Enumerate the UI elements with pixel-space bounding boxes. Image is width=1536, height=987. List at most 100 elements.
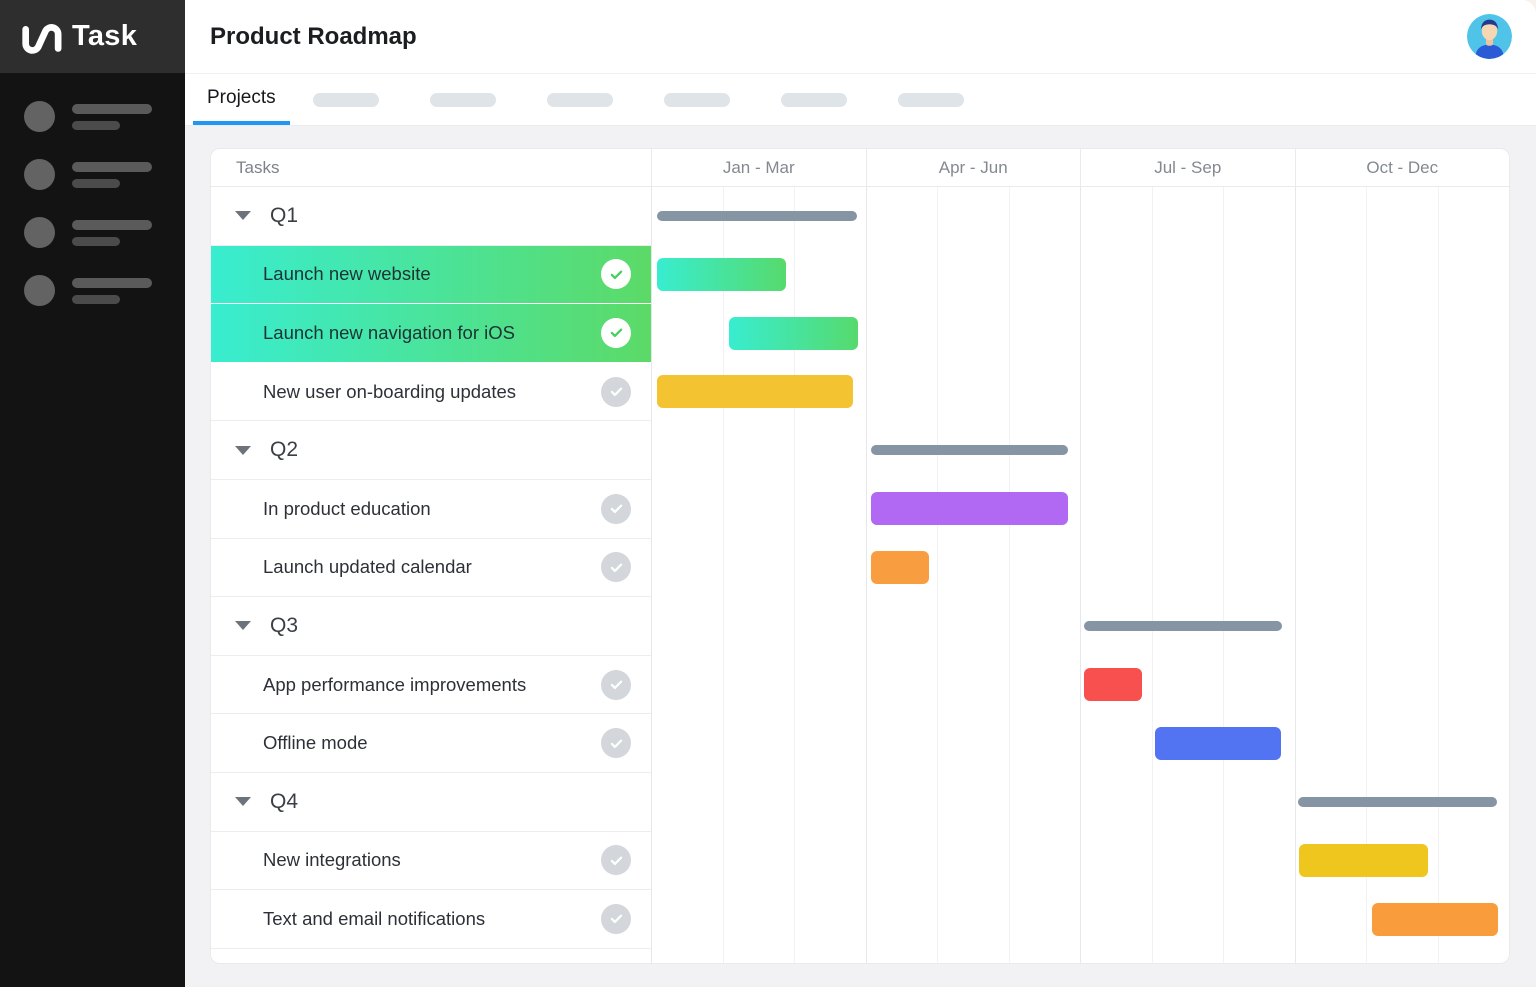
task-label: New user on-boarding updates bbox=[263, 380, 516, 402]
check-incomplete-icon[interactable] bbox=[601, 903, 631, 934]
task-row[interactable]: Launch updated calendar bbox=[211, 538, 1509, 598]
gantt-bar[interactable] bbox=[1084, 668, 1142, 702]
gantt-bar[interactable] bbox=[1372, 902, 1498, 936]
month-gridlines bbox=[651, 187, 1509, 963]
logo[interactable]: Task bbox=[0, 0, 185, 73]
row-label-cell[interactable]: Q4 bbox=[211, 772, 651, 832]
task-row[interactable]: New user on-boarding updates bbox=[211, 362, 1509, 422]
row-timeline-cell bbox=[651, 597, 1509, 656]
quarter-header-q3: Jul - Sep bbox=[1080, 149, 1295, 186]
row-label-cell[interactable]: Offline mode bbox=[211, 714, 651, 773]
summary-bar[interactable] bbox=[1084, 621, 1282, 632]
gantt-bar[interactable] bbox=[871, 492, 1068, 526]
row-label-cell[interactable]: New user on-boarding updates bbox=[211, 362, 651, 422]
collapse-chevron-icon[interactable] bbox=[235, 211, 251, 221]
sidebar-skeleton-item[interactable] bbox=[24, 217, 185, 248]
gantt-bar[interactable] bbox=[657, 375, 853, 409]
sidebar-skeleton-item[interactable] bbox=[24, 275, 185, 306]
task-row[interactable]: Launch new website bbox=[211, 245, 1509, 305]
gantt-header-row: Tasks Jan - Mar Apr - Jun Jul - Sep Oct … bbox=[211, 149, 1509, 187]
row-label-cell[interactable]: Q3 bbox=[211, 597, 651, 656]
tab-projects[interactable]: Projects bbox=[193, 74, 290, 125]
row-timeline-cell bbox=[651, 539, 1509, 598]
row-label-cell[interactable]: Launch updated calendar bbox=[211, 538, 651, 598]
check-incomplete-icon[interactable] bbox=[601, 376, 631, 407]
row-label-cell[interactable]: Launch new website bbox=[211, 245, 651, 305]
check-incomplete-icon[interactable] bbox=[601, 728, 631, 759]
check-complete-icon[interactable] bbox=[601, 317, 631, 348]
skeleton-avatar-circle bbox=[24, 159, 55, 190]
row-label-cell[interactable]: Q1 bbox=[211, 187, 651, 246]
row-timeline-cell bbox=[651, 714, 1509, 773]
task-row[interactable]: App performance improvements bbox=[211, 655, 1509, 715]
summary-bar[interactable] bbox=[1298, 796, 1497, 807]
row-label-cell bbox=[211, 948, 651, 963]
sidebar-skeleton-item[interactable] bbox=[24, 159, 185, 190]
task-row[interactable]: Text and email notifications bbox=[211, 890, 1509, 949]
collapse-chevron-icon[interactable] bbox=[235, 445, 251, 455]
row-timeline-cell bbox=[651, 773, 1509, 832]
check-incomplete-icon[interactable] bbox=[601, 669, 631, 700]
gantt-bar[interactable] bbox=[871, 551, 929, 585]
tab-placeholder-pill[interactable] bbox=[312, 92, 379, 107]
tab-placeholder-pill[interactable] bbox=[897, 92, 964, 107]
check-complete-icon[interactable] bbox=[601, 259, 631, 290]
group-row[interactable]: Q4 bbox=[211, 772, 1509, 832]
skeleton-lines bbox=[72, 103, 152, 130]
summary-bar[interactable] bbox=[871, 445, 1068, 456]
gantt-bar[interactable] bbox=[1299, 844, 1428, 878]
tab-placeholder-pill[interactable] bbox=[546, 92, 613, 107]
row-label-cell[interactable]: In product education bbox=[211, 479, 651, 539]
tab-placeholder-pill[interactable] bbox=[663, 92, 730, 107]
group-row[interactable]: Q1 bbox=[211, 187, 1509, 246]
page-title: Product Roadmap bbox=[210, 22, 417, 50]
gantt-panel: Tasks Jan - Mar Apr - Jun Jul - Sep Oct … bbox=[210, 148, 1510, 964]
task-row[interactable]: Offline mode bbox=[211, 714, 1509, 773]
row-timeline-cell bbox=[651, 187, 1509, 246]
sidebar-skeleton-item[interactable] bbox=[24, 101, 185, 132]
task-row[interactable]: In product education bbox=[211, 479, 1509, 539]
month-grid-cell bbox=[1008, 187, 1081, 963]
skeleton-line bbox=[72, 178, 120, 188]
check-incomplete-icon[interactable] bbox=[601, 493, 631, 524]
quarter-header-q2: Apr - Jun bbox=[865, 149, 1081, 186]
group-row[interactable]: Q3 bbox=[211, 597, 1509, 656]
user-avatar[interactable] bbox=[1467, 14, 1512, 59]
row-timeline-cell bbox=[651, 949, 1509, 963]
row-label-cell[interactable]: Text and email notifications bbox=[211, 890, 651, 949]
row-label-cell[interactable]: Launch new navigation for iOS bbox=[211, 304, 651, 363]
row-timeline-cell bbox=[651, 246, 1509, 305]
skeleton-line bbox=[72, 236, 120, 246]
gantt-bar[interactable] bbox=[1155, 726, 1281, 760]
group-row[interactable]: Q2 bbox=[211, 421, 1509, 480]
month-grid-cell bbox=[651, 187, 723, 963]
row-label-cell[interactable]: App performance improvements bbox=[211, 655, 651, 715]
row-timeline-cell bbox=[651, 656, 1509, 715]
row-timeline-cell bbox=[651, 832, 1509, 891]
month-grid-cell bbox=[1294, 187, 1367, 963]
month-grid-cell bbox=[1223, 187, 1295, 963]
gantt-bar[interactable] bbox=[657, 258, 786, 292]
skeleton-lines bbox=[72, 277, 152, 304]
collapse-chevron-icon[interactable] bbox=[235, 621, 251, 631]
row-timeline-cell bbox=[651, 890, 1509, 949]
row-label-cell[interactable]: Q2 bbox=[211, 421, 651, 480]
check-incomplete-icon[interactable] bbox=[601, 845, 631, 876]
summary-bar[interactable] bbox=[657, 211, 857, 221]
tab-placeholder-pill[interactable] bbox=[780, 92, 847, 107]
task-row[interactable]: New integrations bbox=[211, 831, 1509, 891]
skeleton-line bbox=[72, 120, 120, 130]
month-grid-cell bbox=[865, 187, 938, 963]
skeleton-line bbox=[72, 161, 152, 172]
month-grid-cell bbox=[1080, 187, 1152, 963]
ntask-logo-icon bbox=[17, 16, 63, 58]
group-label: Q1 bbox=[270, 203, 299, 227]
tab-placeholder-pill[interactable] bbox=[429, 92, 496, 107]
check-incomplete-icon[interactable] bbox=[601, 552, 631, 583]
row-label-cell[interactable]: New integrations bbox=[211, 831, 651, 891]
gantt-bar[interactable] bbox=[729, 316, 858, 350]
tab-bar: Projects bbox=[185, 74, 1536, 126]
collapse-chevron-icon[interactable] bbox=[235, 797, 251, 807]
task-row[interactable]: Launch new navigation for iOS bbox=[211, 304, 1509, 363]
